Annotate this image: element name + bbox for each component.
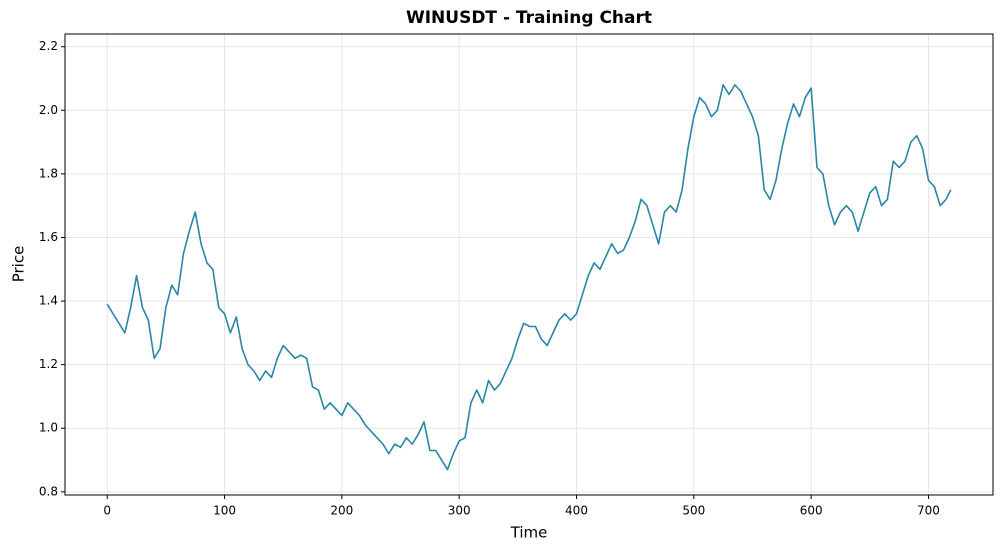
y-tick-label: 1.6	[39, 230, 58, 244]
y-tick-label: 1.0	[39, 421, 58, 435]
x-tick-label: 500	[682, 504, 705, 518]
x-axis-label: Time	[510, 524, 548, 542]
x-tick-label: 200	[330, 504, 353, 518]
y-tick-label: 2.2	[39, 39, 58, 53]
y-tick-label: 2.0	[39, 103, 58, 117]
y-tick-label: 1.4	[39, 294, 58, 308]
y-tick-label: 1.8	[39, 166, 58, 180]
x-tick-label: 0	[103, 504, 111, 518]
price-line	[106, 84, 952, 471]
y-tick-label: 0.8	[39, 484, 58, 498]
x-tick-label: 600	[800, 504, 823, 518]
x-tick-label: 400	[565, 504, 588, 518]
plot-frame	[64, 33, 994, 496]
x-tick-label: 700	[917, 504, 940, 518]
x-tick-label: 300	[448, 504, 471, 518]
y-tick-label: 1.2	[39, 357, 58, 371]
chart-title: WINUSDT - Training Chart	[406, 8, 652, 28]
y-axis-label: Price	[10, 246, 28, 283]
x-tick-label: 100	[213, 504, 236, 518]
